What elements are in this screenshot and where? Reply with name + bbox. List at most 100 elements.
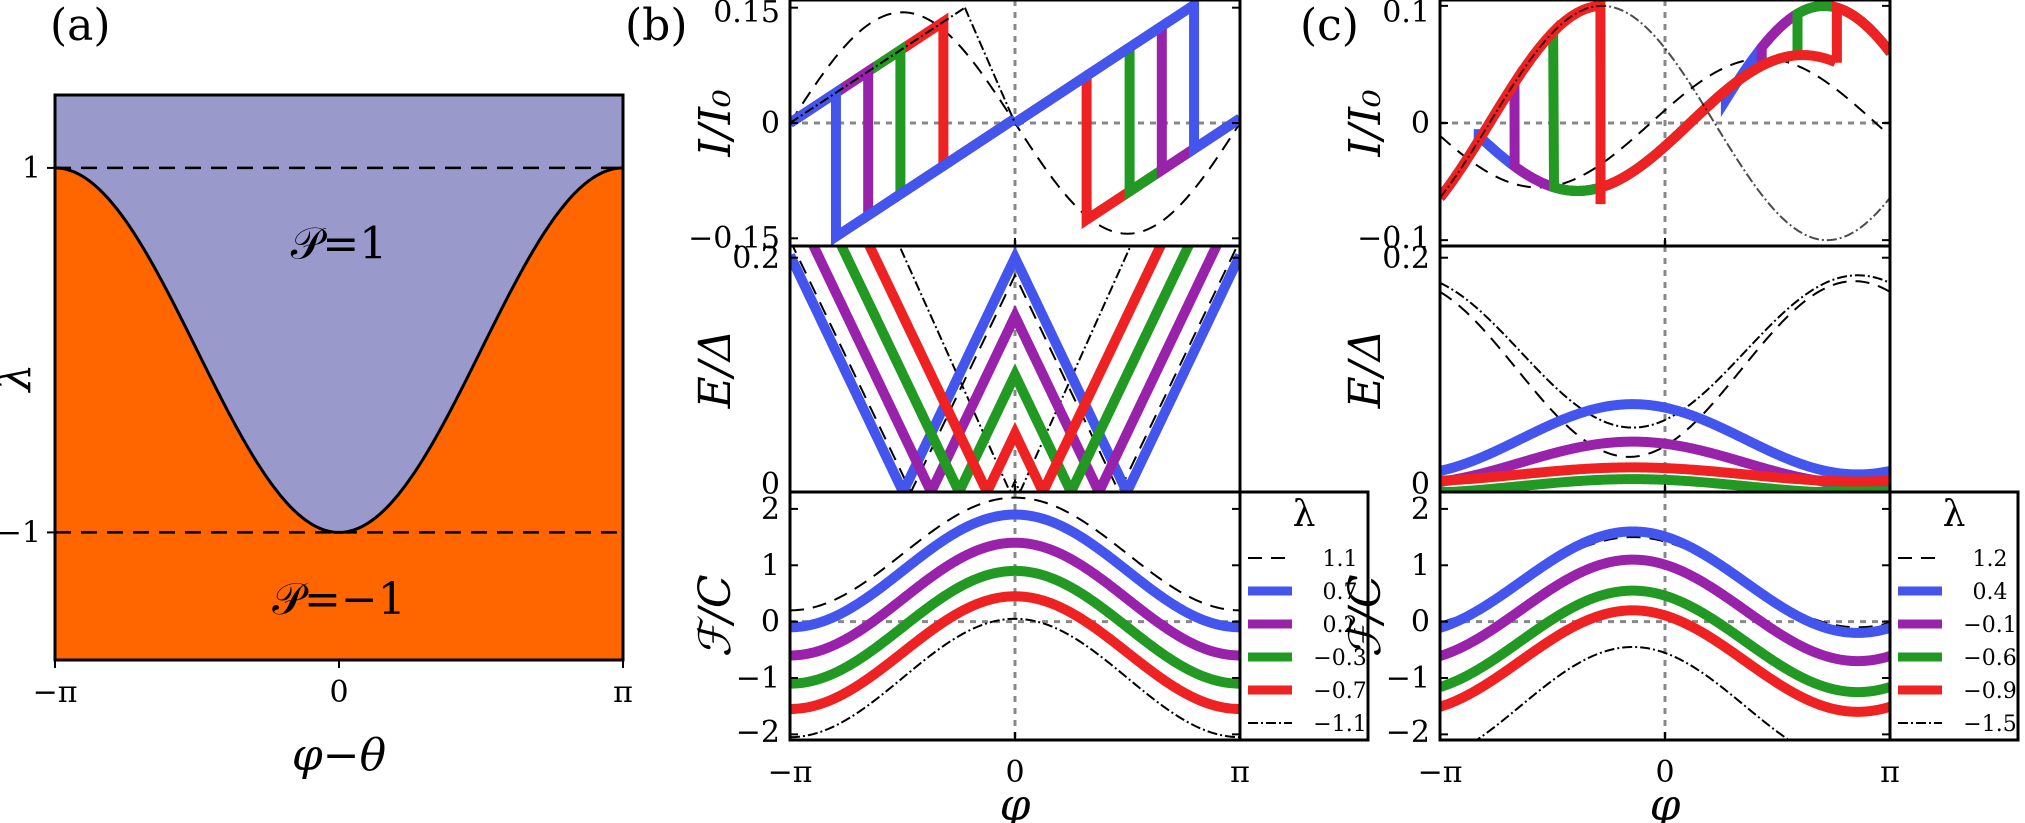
x-tick-label: π bbox=[1880, 755, 1900, 790]
phase-boundary-line bbox=[54, 166, 624, 534]
legend-label-0.7: 0.7 bbox=[1323, 580, 1358, 605]
panel-b: 0.15 0 −0.15 I/I₀ 0.2 0 E/Δ 2 1 0 −1 −2 ℱ/C −π 0 π φ (b) λ… bbox=[625, 0, 1370, 823]
series-−0.7-free-energy bbox=[790, 591, 1240, 714]
subplot-free_energy: 2 1 0 −1 −2 ℱ/C bbox=[1340, 490, 1892, 750]
y-tick-label: −2 bbox=[1386, 715, 1430, 750]
x-axis-label: φ bbox=[1000, 780, 1031, 823]
panel-c: 0.1 0 −0.1 I/I₀ 0.2 0 E/Δ 2 1 0 −1 −2 ℱ/C −π 0 π φ (c) λ 1.… bbox=[1300, 0, 2020, 823]
legend-label-−1.5: −1.5 bbox=[1963, 712, 2016, 737]
panel-label-a: (a) bbox=[50, 0, 111, 51]
y-tick-label: 0.15 bbox=[713, 0, 780, 30]
panel-label-c: (c) bbox=[1300, 0, 1359, 51]
subplot-current: 0.1 0 −0.1 I/I₀ bbox=[1340, 0, 1892, 256]
subplot-current: 0.15 0 −0.15 I/I₀ bbox=[688, 0, 1242, 256]
series-1.1-energy bbox=[791, 246, 1239, 492]
series-1.2-energy bbox=[1440, 280, 1890, 458]
y-axis-label-free_energy: ℱ/C bbox=[1340, 574, 1391, 657]
legend: λ 1.1 0.7 0.2 −0.3 −0.7 −1.1 bbox=[1238, 490, 1370, 742]
legend-label-−0.6: −0.6 bbox=[1963, 646, 2016, 671]
series-−1.5-current bbox=[1440, 4, 1890, 242]
x-tick-label: 0 bbox=[329, 675, 348, 710]
x-tick-label: −π bbox=[768, 755, 813, 790]
series-−0.6-free-energy bbox=[1440, 585, 1890, 698]
series-−1.5-energy bbox=[1440, 274, 1890, 429]
subplot-energy: 0.2 0 E/Δ bbox=[690, 241, 1242, 502]
legend-title: λ bbox=[1293, 494, 1316, 535]
series-0.7-free-energy bbox=[790, 509, 1240, 633]
panel-label-b: (b) bbox=[625, 0, 688, 51]
series-1.1-free-energy bbox=[790, 496, 1240, 612]
series-−0.9-current-right bbox=[1831, 0, 1890, 63]
y-tick-label: −1 bbox=[736, 661, 780, 696]
region-pm1-area bbox=[55, 167, 623, 660]
series-−1.1-free-energy bbox=[790, 617, 1240, 739]
series-−0.1-free-energy bbox=[1440, 554, 1890, 667]
y-axis-label-energy: E/Δ bbox=[1340, 330, 1391, 410]
series-−0.3-current-right bbox=[1012, 38, 1240, 201]
legend-label-−1.1: −1.1 bbox=[1313, 712, 1366, 737]
plot-area bbox=[1440, 0, 1890, 246]
y-axis-label-energy: E/Δ bbox=[690, 330, 741, 410]
legend-label-1.2: 1.2 bbox=[1973, 547, 2008, 572]
y-tick-label: −0.1 bbox=[1357, 221, 1430, 256]
region-label-pm1: 𝒫=−1 bbox=[272, 574, 405, 625]
y-tick-label: 0.1 bbox=[1382, 0, 1430, 30]
series-0.4-current-left bbox=[1440, 87, 1729, 201]
legend-label-0.2: 0.2 bbox=[1323, 613, 1358, 638]
y-tick-label: 1 bbox=[1411, 548, 1430, 583]
y-axis-label-current: I/I₀ bbox=[1340, 89, 1391, 158]
x-tick-label: 0 bbox=[1005, 755, 1024, 790]
x-tick-label: π bbox=[1230, 755, 1250, 790]
y-tick-label: 2 bbox=[761, 492, 780, 527]
y-tick-label: −1 bbox=[0, 515, 41, 550]
legend-box bbox=[1888, 490, 2020, 742]
y-tick-label: 1 bbox=[22, 151, 41, 186]
legend-label-−0.9: −0.9 bbox=[1963, 679, 2016, 704]
x-tick-label: −π bbox=[1418, 755, 1463, 790]
series-−0.3-free-energy bbox=[790, 565, 1240, 689]
legend-label-−0.7: −0.7 bbox=[1313, 679, 1366, 704]
y-tick-label: 0 bbox=[761, 106, 780, 141]
plot-area bbox=[790, 0, 1240, 246]
panel-a: −π 0 π 1 −1 𝒫=1 𝒫=−1 φ−θ λ (a) bbox=[0, 0, 633, 781]
y-axis-label-free_energy: ℱ/C bbox=[690, 574, 741, 657]
y-axis-label-current: I/I₀ bbox=[690, 89, 741, 158]
series-−1.1-current bbox=[790, 6, 1016, 124]
series-−0.9-energy bbox=[1440, 462, 1890, 487]
subplot-free_energy: 2 1 0 −1 −2 ℱ/C bbox=[690, 490, 1242, 750]
y-tick-label: 0.2 bbox=[732, 241, 780, 276]
series-0.4-free-energy bbox=[1440, 526, 1890, 638]
plot-area bbox=[790, 246, 1240, 492]
legend-box bbox=[1238, 490, 1370, 742]
series-−1.5-free-energy bbox=[1474, 646, 1791, 740]
plot-area bbox=[1440, 246, 1890, 492]
legend-label-1.1: 1.1 bbox=[1323, 547, 1358, 572]
y-tick-label: 0 bbox=[1411, 605, 1430, 640]
x-axis-label: φ−θ bbox=[292, 730, 386, 781]
legend-label-−0.1: −0.1 bbox=[1963, 613, 2016, 638]
x-tick-label: 0 bbox=[1655, 755, 1674, 790]
series-0.4-energy bbox=[1440, 399, 1890, 480]
legend-label-−0.3: −0.3 bbox=[1313, 646, 1366, 671]
y-tick-label: 0 bbox=[761, 467, 780, 502]
x-tick-label: −π bbox=[33, 675, 78, 710]
series-0.7-energy bbox=[790, 246, 1240, 492]
series-−0.9-free-energy bbox=[1440, 605, 1890, 717]
series-0.7-current-right bbox=[1012, 0, 1240, 159]
series-0.2-free-energy bbox=[790, 537, 1240, 661]
series-0.2-energy bbox=[808, 246, 1222, 492]
series-−0.7-energy bbox=[863, 246, 1167, 492]
legend-title: λ bbox=[1943, 494, 1966, 535]
series-−0.3-energy bbox=[836, 246, 1194, 492]
plot-area bbox=[1440, 492, 1890, 740]
y-tick-label: −1 bbox=[1386, 661, 1430, 696]
y-tick-label: 0 bbox=[1411, 106, 1430, 141]
y-axis-label: λ bbox=[0, 364, 41, 394]
region-label-p1: 𝒫=1 bbox=[291, 218, 388, 269]
y-tick-label: 0 bbox=[1411, 467, 1430, 502]
legend-label-0.4: 0.4 bbox=[1973, 580, 2008, 605]
legend: λ 1.2 0.4 −0.1 −0.6 −0.9 −1.5 bbox=[1888, 490, 2020, 742]
x-axis-label: φ bbox=[1650, 780, 1681, 823]
series-1.2-current bbox=[1440, 57, 1890, 189]
